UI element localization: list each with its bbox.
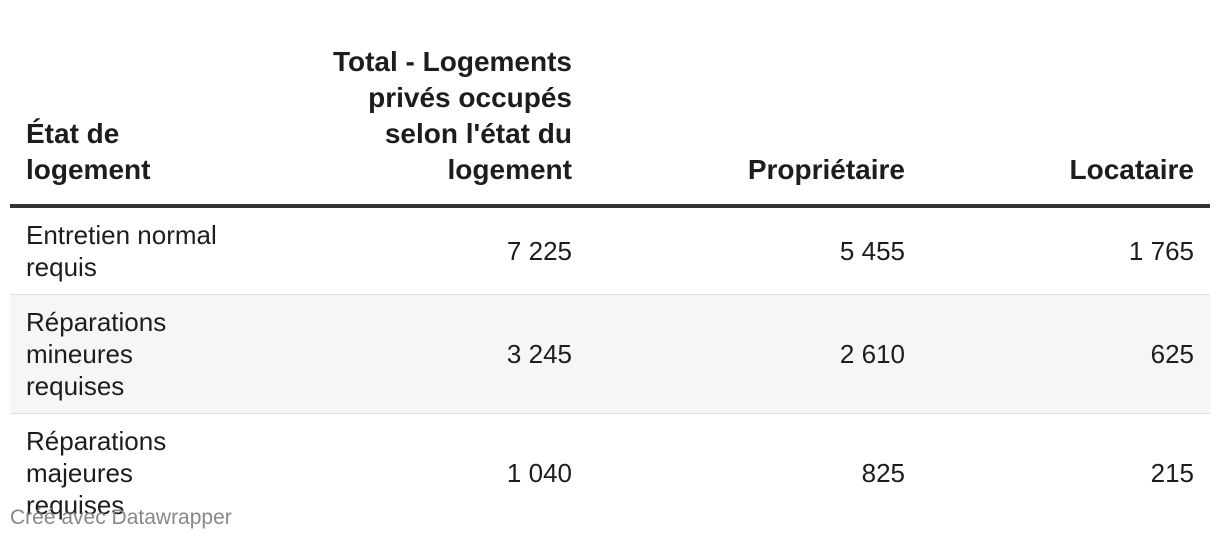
row-label: Réparations mineures requises <box>10 294 248 414</box>
cell-locataire: 625 <box>921 294 1210 414</box>
cell-proprietaire: 2 610 <box>588 294 921 414</box>
table-header: État de logement Total - Logements privé… <box>10 44 1210 208</box>
header-row: État de logement Total - Logements privé… <box>10 44 1210 208</box>
cell-total: 7 225 <box>248 206 588 295</box>
cell-proprietaire: 5 455 <box>588 206 921 295</box>
table-row: Entretien normal requis 7 225 5 455 1 76… <box>10 206 1210 295</box>
datawrapper-credit: Créé avec Datawrapper <box>10 506 232 529</box>
table-row: Réparations mineures requises 3 245 2 61… <box>10 294 1210 414</box>
cell-total: 3 245 <box>248 294 588 414</box>
cell-proprietaire: 825 <box>861 458 905 488</box>
cell-total: 1 040 <box>506 458 572 488</box>
data-table-container: État de logement Total - Logements privé… <box>10 44 1210 532</box>
table-body: Entretien normal requis 7 225 5 455 1 76… <box>10 206 1210 532</box>
table-row: Réparations majeures requises 1 040 825 … <box>10 414 1210 533</box>
row-label: Entretien normal requis <box>10 206 248 295</box>
column-header-etat[interactable]: État de logement <box>10 44 248 208</box>
column-header-locataire[interactable]: Locataire <box>921 44 1210 208</box>
cell-locataire: 1 765 <box>921 206 1210 295</box>
column-header-total[interactable]: Total - Logements privés occupés selon l… <box>248 44 588 208</box>
cell-locataire: 215 <box>1150 458 1194 488</box>
housing-condition-table: État de logement Total - Logements privé… <box>10 44 1210 532</box>
row-label: Réparations majeures requises <box>26 426 167 520</box>
column-header-proprietaire[interactable]: Propriétaire <box>588 44 921 208</box>
